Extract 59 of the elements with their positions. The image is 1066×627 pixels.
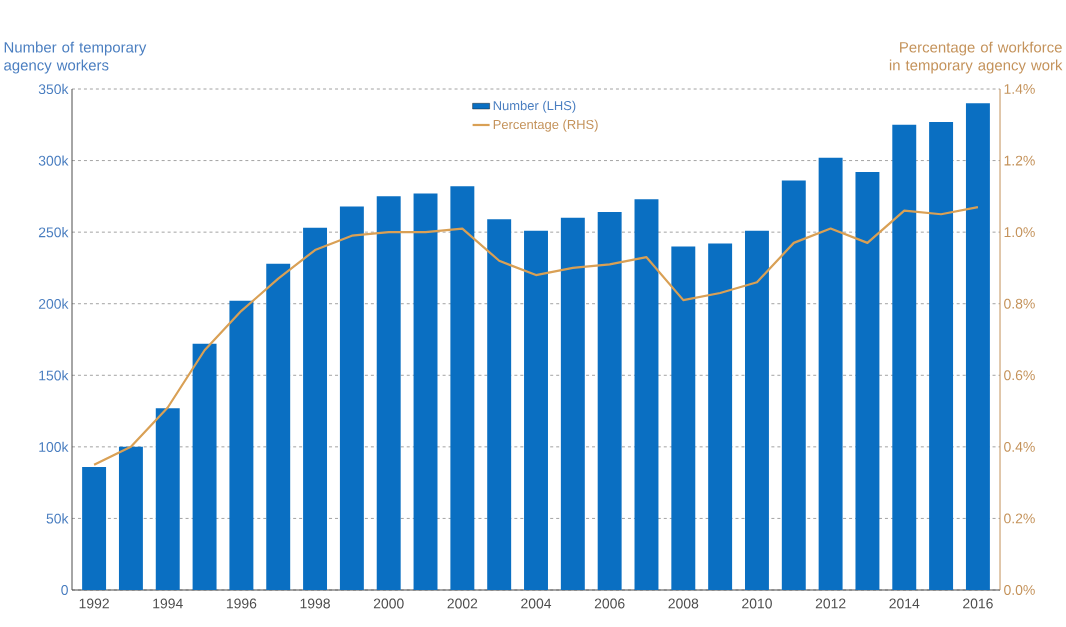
- bar: [118, 446, 143, 590]
- x-tick-label: 1998: [300, 598, 330, 609]
- bar: [192, 343, 217, 590]
- bar: [560, 217, 585, 590]
- bar: [781, 180, 806, 590]
- y-tick-label: 300k: [38, 155, 69, 166]
- x-tick-label: 2012: [815, 598, 846, 609]
- y2-tick-label: 1.0%: [1004, 227, 1035, 238]
- bar: [229, 300, 254, 590]
- bar: [450, 186, 475, 590]
- bar: [892, 124, 917, 590]
- bar: [597, 212, 622, 590]
- y2-tick-label: 0.8%: [1004, 298, 1035, 309]
- x-tick-label: 2000: [373, 598, 404, 609]
- y-tick-label: 250k: [38, 227, 69, 238]
- y-tick-label: 0: [61, 585, 68, 595]
- x-tick-label: 2004: [521, 598, 552, 609]
- y2-tick-label: 0.0%: [1004, 585, 1035, 595]
- x-tick-label: 1992: [79, 598, 109, 609]
- bar: [929, 121, 954, 590]
- legend-label: Percentage (RHS): [493, 119, 598, 132]
- x-tick-label: 1996: [226, 598, 257, 609]
- y-tick-label: 200k: [38, 298, 69, 309]
- y-tick-label: 50k: [46, 513, 69, 524]
- bar: [634, 199, 659, 590]
- y2-tick-label: 1.4%: [1004, 84, 1035, 94]
- y2-tick-label: 0.6%: [1004, 370, 1035, 381]
- bar: [744, 230, 769, 590]
- bar: [339, 206, 364, 590]
- bar: [376, 196, 401, 590]
- y2-tick-label: 1.2%: [1004, 155, 1035, 166]
- x-tick-label: 2006: [594, 598, 625, 609]
- bar: [487, 219, 512, 590]
- bar: [708, 243, 733, 590]
- bar: [818, 157, 843, 590]
- y2-tick-label: 0.2%: [1004, 513, 1035, 524]
- x-tick-label: 1994: [153, 598, 183, 609]
- y-tick-label: 150k: [39, 370, 69, 381]
- y2-axis-title: Percentage of workforce in temporary agency work: [889, 41, 1063, 74]
- x-tick-label: 2008: [668, 598, 699, 609]
- bar: [855, 172, 880, 590]
- y2-tick-label: 0.4%: [1004, 441, 1035, 452]
- x-tick-label: 2014: [889, 598, 920, 609]
- bar: [413, 193, 438, 590]
- y-tick-label: 100k: [39, 441, 69, 452]
- x-tick-label: 2016: [963, 598, 993, 609]
- bar: [965, 103, 990, 590]
- bar: [82, 466, 107, 590]
- bar: [524, 230, 548, 590]
- x-tick-label: 2002: [447, 598, 478, 609]
- bar: [303, 227, 328, 590]
- bar: [266, 263, 291, 590]
- y-axis-title: Number of temporary agency workers: [4, 41, 147, 74]
- legend-label: Number (LHS): [493, 100, 576, 113]
- y-tick-label: 350k: [38, 83, 69, 95]
- line-series: [93, 205, 980, 466]
- bar: [671, 246, 696, 590]
- bar: [155, 408, 180, 590]
- x-tick-label: 2010: [742, 598, 772, 609]
